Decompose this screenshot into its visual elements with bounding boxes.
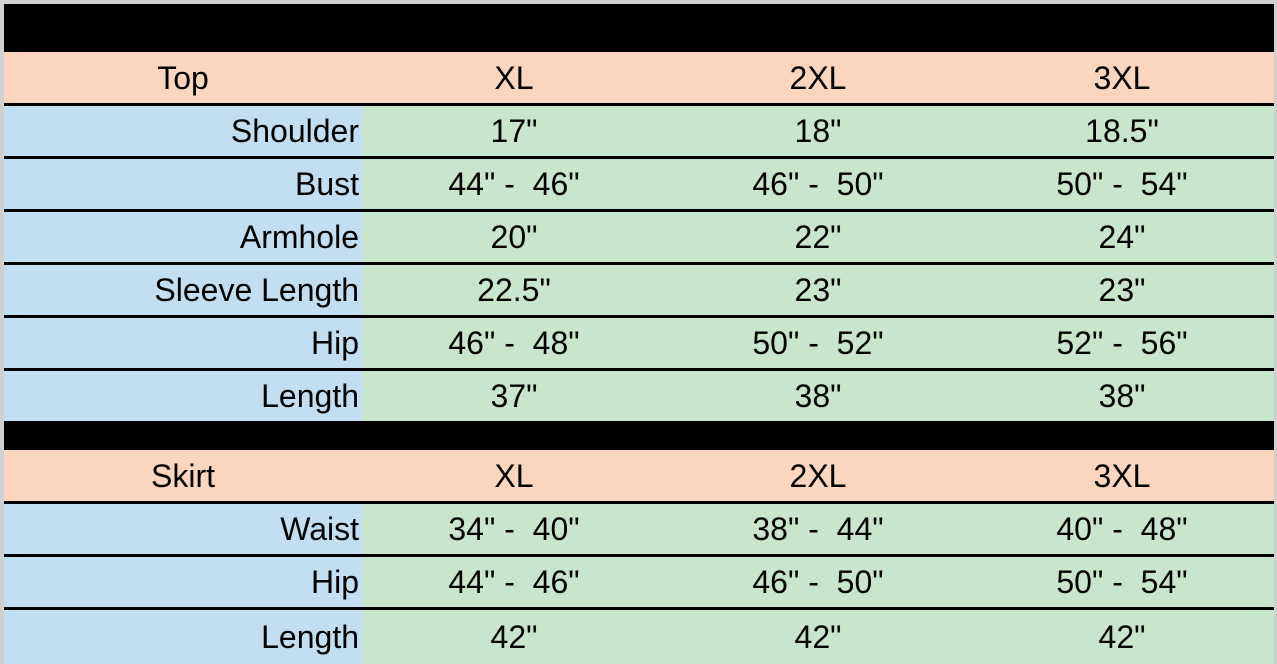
size-chart-table: Top XL 2XL 3XL Shoulder 17" 18" 18.5" Bu… [4,4,1274,664]
cell-sleeve-length-2xl: 23" [666,263,970,318]
row-label-skirt-length: Length [4,608,362,664]
cell-top-hip-2xl: 50" - 52" [666,316,970,371]
cell-top-hip-3xl: 52" - 56" [970,316,1274,371]
row-label-top-length: Length [4,369,362,424]
cell-top-hip-xl: 46" - 48" [362,316,666,371]
cell-skirt-hip-xl: 44" - 46" [362,555,666,610]
size-header-top-xl: XL [362,52,666,106]
row-label-top-hip: Hip [4,316,362,371]
skirt-section-header-row: Skirt XL 2XL 3XL [4,450,1274,504]
table-row-armhole: Armhole 20" 22" 24" [4,210,1274,265]
table-row-skirt-length: Length 42" 42" 42" [4,608,1274,664]
section-divider-bar [4,422,1274,450]
table-row-waist: Waist 34" - 40" 38" - 44" 40" - 48" [4,502,1274,557]
cell-shoulder-3xl: 18.5" [970,104,1274,159]
row-label-armhole: Armhole [4,210,362,265]
cell-armhole-xl: 20" [362,210,666,265]
cell-bust-xl: 44" - 46" [362,157,666,212]
table-row-skirt-hip: Hip 44" - 46" 46" - 50" 50" - 54" [4,555,1274,610]
size-header-skirt-xl: XL [362,450,666,504]
cell-skirt-hip-3xl: 50" - 54" [970,555,1274,610]
size-header-top-2xl: 2XL [666,52,970,106]
cell-top-length-3xl: 38" [970,369,1274,424]
row-label-sleeve-length: Sleeve Length [4,263,362,318]
cell-skirt-length-xl: 42" [362,608,666,664]
cell-sleeve-length-3xl: 23" [970,263,1274,318]
cell-waist-2xl: 38" - 44" [666,502,970,557]
size-header-skirt-3xl: 3XL [970,450,1274,504]
cell-skirt-hip-2xl: 46" - 50" [666,555,970,610]
cell-top-length-xl: 37" [362,369,666,424]
cell-armhole-2xl: 22" [666,210,970,265]
cell-sleeve-length-xl: 22.5" [362,263,666,318]
table-row-top-length: Length 37" 38" 38" [4,369,1274,424]
cell-skirt-length-2xl: 42" [666,608,970,664]
row-label-bust: Bust [4,157,362,212]
top-section-header-row: Top XL 2XL 3XL [4,52,1274,106]
row-label-waist: Waist [4,502,362,557]
cell-bust-3xl: 50" - 54" [970,157,1274,212]
cell-skirt-length-3xl: 42" [970,608,1274,664]
table-row-top-hip: Hip 46" - 48" 50" - 52" 52" - 56" [4,316,1274,371]
row-label-shoulder: Shoulder [4,104,362,159]
section-title-skirt: Skirt [4,450,362,504]
cell-top-length-2xl: 38" [666,369,970,424]
size-header-skirt-2xl: 2XL [666,450,970,504]
cell-shoulder-2xl: 18" [666,104,970,159]
cell-shoulder-xl: 17" [362,104,666,159]
cell-waist-xl: 34" - 40" [362,502,666,557]
section-divider-fill [4,422,1274,450]
table-row-shoulder: Shoulder 17" 18" 18.5" [4,104,1274,159]
section-title-top: Top [4,52,362,106]
top-banner-bar [4,4,1274,52]
cell-bust-2xl: 46" - 50" [666,157,970,212]
row-label-skirt-hip: Hip [4,555,362,610]
cell-waist-3xl: 40" - 48" [970,502,1274,557]
top-banner-fill [4,4,1274,52]
table-row-sleeve-length: Sleeve Length 22.5" 23" 23" [4,263,1274,318]
cell-armhole-3xl: 24" [970,210,1274,265]
table-row-bust: Bust 44" - 46" 46" - 50" 50" - 54" [4,157,1274,212]
size-header-top-3xl: 3XL [970,52,1274,106]
